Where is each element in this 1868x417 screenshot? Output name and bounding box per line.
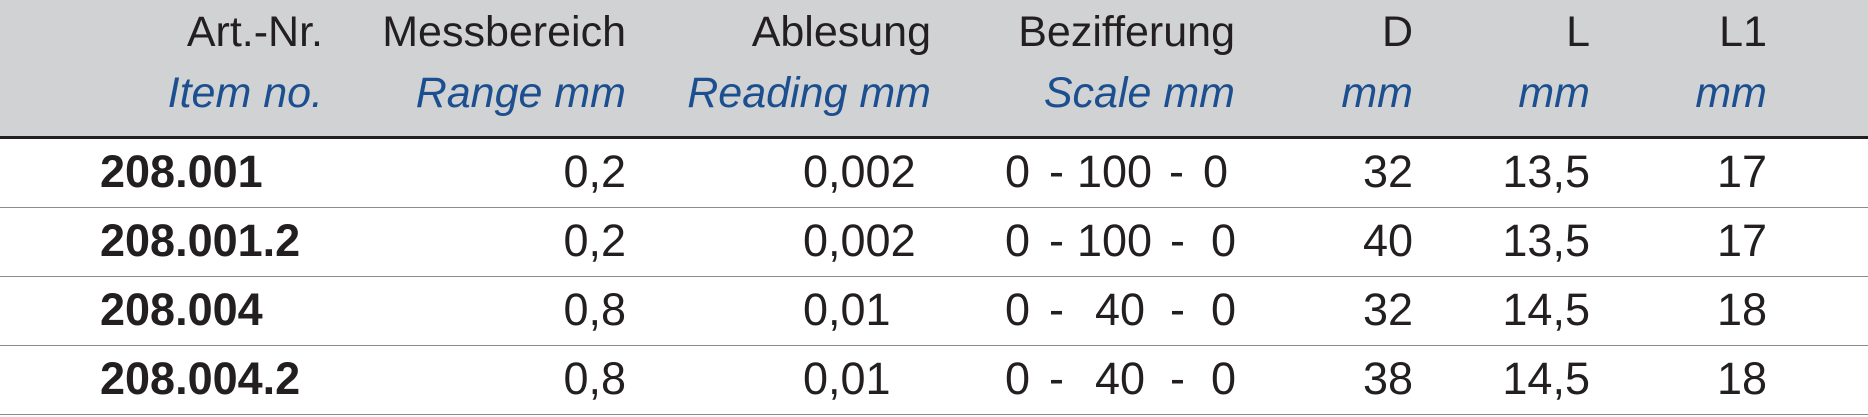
- scale-start: 0: [1005, 284, 1031, 335]
- d-value: 32: [1362, 146, 1413, 197]
- table-row: 208.004.2 0,8 0,01 0 - 40 - 0 38 14,5 18: [0, 346, 1868, 415]
- l1-value: 18: [1716, 284, 1767, 335]
- range-value: 0,8: [563, 353, 626, 404]
- scale-end: 0: [1211, 284, 1237, 335]
- l-value: 14,5: [1502, 353, 1590, 404]
- d-value: 40: [1362, 215, 1413, 266]
- header-item-no-en: Item no.: [167, 69, 323, 117]
- header-range-en: Range mm: [415, 69, 626, 117]
- item-number: 208.001: [100, 146, 263, 197]
- header-reading-en: Reading mm: [687, 69, 931, 117]
- d-value: 32: [1362, 284, 1413, 335]
- l1-value: 17: [1716, 215, 1767, 266]
- scale-mid: 40: [1095, 353, 1146, 404]
- scale-dash: -: [1170, 284, 1185, 335]
- header-scale-de: Bezifferung: [1018, 8, 1235, 56]
- table-row: 208.001 0,2 0,002 0 - 100 - 0 32 13,5 17: [0, 139, 1868, 208]
- scale-dash: -: [1170, 215, 1185, 266]
- reading-value: 0,01: [803, 284, 891, 335]
- header-item-no-de: Art.-Nr.: [186, 8, 323, 56]
- scale-mid: 100: [1077, 215, 1153, 266]
- scale-dash: -: [1049, 215, 1064, 266]
- scale-end: 0: [1211, 215, 1237, 266]
- l-value: 14,5: [1502, 284, 1590, 335]
- item-number: 208.004: [100, 284, 263, 335]
- range-value: 0,2: [563, 215, 626, 266]
- scale-dash: -: [1049, 146, 1064, 197]
- header-scale-en: Scale mm: [1043, 69, 1235, 117]
- header-d-de: D: [1381, 8, 1413, 56]
- l-value: 13,5: [1502, 215, 1590, 266]
- header-l-de: L: [1566, 8, 1590, 56]
- scale-dash: -: [1049, 284, 1064, 335]
- item-number: 208.004.2: [100, 353, 301, 404]
- scale-start: 0: [1005, 353, 1031, 404]
- header-l-en: mm: [1518, 69, 1590, 117]
- scale-dash: -: [1170, 353, 1185, 404]
- l1-value: 18: [1716, 353, 1767, 404]
- l-value: 13,5: [1502, 146, 1590, 197]
- scale-dash: -: [1169, 146, 1184, 197]
- scale-mid: 40: [1095, 284, 1146, 335]
- scale-dash: -: [1049, 353, 1064, 404]
- item-number: 208.001.2: [100, 215, 301, 266]
- reading-value: 0,002: [803, 215, 916, 266]
- reading-value: 0,002: [803, 146, 916, 197]
- range-value: 0,8: [563, 284, 626, 335]
- d-value: 38: [1362, 353, 1413, 404]
- header-reading-de: Ablesung: [751, 8, 931, 56]
- header-l1-de: L1: [1719, 8, 1767, 56]
- table-row: 208.001.2 0,2 0,002 0 - 100 - 0 40 13,5 …: [0, 208, 1868, 277]
- scale-start: 0: [1005, 146, 1031, 197]
- scale-start: 0: [1005, 215, 1031, 266]
- table-row: 208.004 0,8 0,01 0 - 40 - 0 32 14,5 18: [0, 277, 1868, 346]
- scale-end: 0: [1203, 146, 1229, 197]
- scale-end: 0: [1211, 353, 1237, 404]
- header-l1-en: mm: [1695, 69, 1767, 117]
- range-value: 0,2: [563, 146, 626, 197]
- reading-value: 0,01: [803, 353, 891, 404]
- table-header: Art.-Nr. Item no. Messbereich Range mm A…: [0, 0, 1868, 139]
- scale-mid: 100: [1077, 146, 1153, 197]
- l1-value: 17: [1716, 146, 1767, 197]
- header-range-de: Messbereich: [382, 8, 626, 56]
- header-d-en: mm: [1341, 69, 1413, 117]
